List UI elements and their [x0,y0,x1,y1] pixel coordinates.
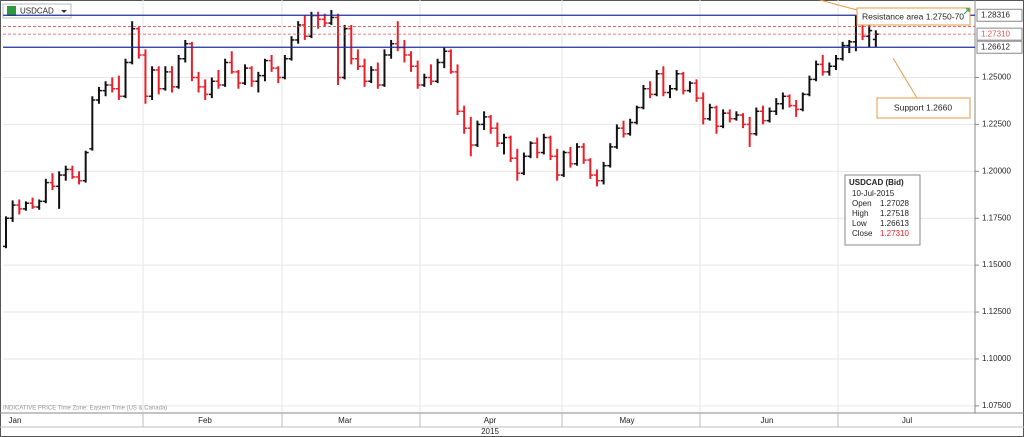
y-tick-label: 1.22500 [982,120,1011,129]
x-tick-label: Feb [198,416,212,425]
y-tick-label: 1.07500 [982,401,1011,410]
ticker-control[interactable]: USDCAD [2,3,72,19]
info-value: 1.27518 [880,209,909,218]
x-tick-label: Apr [484,416,497,425]
x-tick-label: Jun [761,416,774,425]
info-key: Open [852,199,872,208]
annotation-box [856,7,971,26]
annotation-icon [963,8,970,15]
ticker-icon [7,6,16,16]
info-value: 1.27028 [880,199,909,208]
bars [3,9,879,249]
y-tick-label: 1.12500 [982,307,1011,316]
info-value: 1.26613 [880,219,909,228]
x-tick-label: May [619,416,634,425]
info-value: 1.27310 [880,229,909,238]
level-label: 1.28316 [981,10,1010,19]
year-label: 2015 [481,427,499,436]
info-key: Low [852,219,867,228]
y-tick-label: 1.25000 [982,73,1011,82]
level-label-box [976,27,1023,41]
grid [3,0,975,413]
info-box-frame [844,174,921,246]
x-tick-label: Jul [902,416,912,425]
level-label-box [976,8,1023,22]
y-tick-label: 1.17500 [982,213,1011,222]
y-tick-label: 1.20000 [982,166,1011,175]
y-tick-label: 1.15000 [982,260,1011,269]
info-key: High [852,209,868,218]
info-title: USDCAD (Bid) [849,178,904,187]
dropdown-arrow[interactable] [61,10,67,13]
level-label-box [976,40,1023,54]
x-tick-label: Jan [9,416,22,425]
footer: INDICATIVE PRICE Time Zone: Eastern Time… [3,406,167,412]
annotation-box [876,97,971,119]
info-box: USDCAD (Bid) 10-Jul-2015 Open 1.27028 High… [844,174,921,246]
x-tick-label: Mar [338,416,352,425]
level-label: 1.26612 [981,42,1010,51]
ticker[interactable]: USDCAD [20,7,54,16]
y-tick-label: 1.10000 [982,354,1011,363]
levels: 1.28316 1.27310 1.26612 [3,8,1023,54]
info-key: Close [852,229,873,238]
level-label: 1.27310 [981,29,1010,38]
annotation: Resistance area 1.2750-70 [862,11,964,21]
ticker-box[interactable] [2,3,72,19]
annotation-connector [819,0,858,11]
info-date: 10-Jul-2015 [852,189,895,198]
annotation: Support 1.2660 [894,102,952,112]
annotation-connector [892,57,918,99]
